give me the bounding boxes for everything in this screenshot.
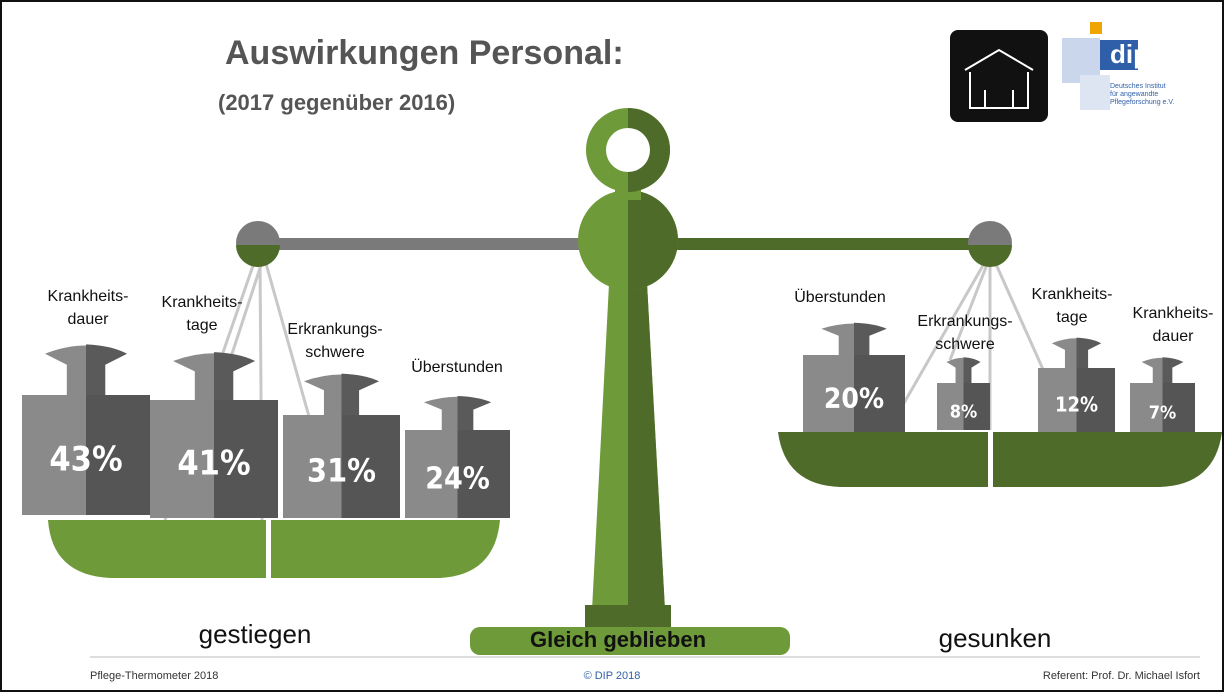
weight-name: schwere [305, 344, 365, 361]
weight-body [405, 430, 458, 518]
weight-body-shade [1162, 383, 1195, 432]
weight-name: schwere [935, 336, 995, 353]
weight-knob-shade [1162, 357, 1184, 383]
right-label: gesunken [939, 623, 1052, 653]
logo-name: dip [1110, 39, 1149, 69]
weight-name: Krankheits- [48, 288, 129, 305]
weight-value: 12% [1055, 393, 1098, 417]
weight-value: 7% [1149, 403, 1177, 424]
weight-knob-shade [341, 373, 379, 415]
weight-name: tage [186, 317, 217, 334]
weight-body-shade [214, 400, 278, 518]
weight-value: 31% [307, 452, 376, 490]
weight-name: Erkrankungs- [917, 313, 1012, 330]
logo-house [964, 48, 1034, 109]
weight-body [1130, 383, 1163, 432]
weight-body [803, 355, 854, 432]
logo-text: Pflegeforschung e.V. [1110, 99, 1174, 106]
logo-square [1100, 40, 1138, 70]
weight-value: 24% [425, 462, 490, 497]
weight-body [937, 383, 964, 430]
weight-knob-shade [854, 322, 887, 355]
left-label: gestiegen [199, 619, 312, 649]
scale-stand [48, 108, 1222, 655]
logo-text: Deutsches Institut [1110, 83, 1166, 90]
weight-knob-shade [214, 352, 255, 400]
title: Auswirkungen Personal: [225, 34, 624, 72]
weight-name: Krankheits- [162, 294, 243, 311]
weight-value: 20% [824, 382, 884, 415]
weight-body-shade [86, 395, 150, 515]
weight-body-shade [1076, 368, 1115, 432]
weight-name: Überstunden [794, 288, 886, 306]
weight-knob-shade [963, 357, 981, 383]
footer-right: Referent: Prof. Dr. Michael Isfort [1043, 670, 1200, 682]
weight-body [22, 395, 86, 515]
logo-text: für angewandte [1110, 91, 1158, 98]
weight-body [283, 415, 342, 518]
weight-body-shade [341, 415, 400, 518]
weight-value: 43% [49, 440, 122, 480]
weight-name: dauer [68, 311, 110, 328]
weight-name: Erkrankungs- [287, 321, 382, 338]
weight-knob-shade [1076, 337, 1102, 368]
weight-body-shade [963, 383, 990, 430]
weight-body-shade [854, 355, 905, 432]
logo-square [1080, 75, 1110, 110]
weight-name: tage [1056, 309, 1087, 326]
footer-left: Pflege-Thermometer 2018 [90, 670, 218, 682]
weight-body [150, 400, 214, 518]
logo-square [1090, 22, 1102, 34]
weight-body [1038, 368, 1077, 432]
weight-body-shade [457, 430, 510, 518]
weight-value: 41% [177, 444, 250, 484]
center-label: Gleich geblieben [530, 627, 706, 652]
weight-name: Krankheits- [1032, 286, 1113, 303]
weight-knob-shade [457, 395, 492, 430]
weight-name: Überstunden [411, 358, 503, 376]
weight-knob-shade [86, 344, 127, 395]
weight-value: 8% [950, 402, 978, 423]
subtitle: (2017 gegenüber 2016) [218, 90, 455, 115]
logo-icon [950, 30, 1048, 122]
footer-center: © DIP 2018 [584, 670, 641, 682]
weight-name: Krankheits- [1133, 305, 1214, 322]
weight-name: dauer [1153, 328, 1195, 345]
